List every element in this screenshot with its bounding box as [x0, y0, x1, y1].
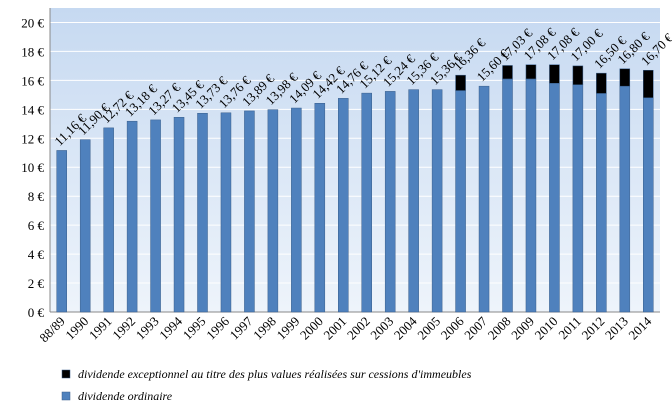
- y-tick-label: 12 €: [21, 131, 44, 146]
- x-tick-label: 1997: [227, 313, 256, 342]
- bar-segment: [596, 72, 607, 94]
- bar-segment: [126, 120, 138, 313]
- bar-segment: [572, 65, 584, 85]
- bar-segment: [384, 91, 396, 313]
- x-tick-label: 1999: [273, 314, 302, 343]
- bar-segment: [549, 64, 560, 84]
- x-tick-label: 2005: [414, 314, 443, 343]
- bar-segment: [220, 112, 232, 313]
- bar-segment: [525, 78, 537, 313]
- x-tick-label: 1992: [109, 314, 138, 343]
- y-tick-label: 8 €: [28, 189, 45, 204]
- bar-segment: [408, 89, 419, 313]
- x-tick-label: 2007: [461, 313, 490, 342]
- bar-segment: [431, 89, 443, 313]
- bar-segment: [150, 119, 161, 313]
- x-tick-label: 2008: [485, 314, 514, 343]
- x-tick-label: 2009: [508, 314, 537, 343]
- x-tick-label: 1990: [62, 314, 91, 343]
- bar-segment: [502, 78, 513, 313]
- y-tick-label: 20 €: [21, 15, 44, 30]
- y-tick-label: 14 €: [21, 102, 44, 117]
- bar-segment: [455, 90, 466, 313]
- bar-segment: [478, 85, 490, 313]
- y-tick-label: 16 €: [21, 73, 44, 88]
- x-tick-label: 2001: [320, 314, 349, 343]
- y-tick-label: 10 €: [21, 160, 44, 175]
- bar-segment: [643, 69, 654, 99]
- x-tick-label: 2002: [344, 314, 373, 343]
- bar-segment: [291, 107, 302, 313]
- bar-segment: [596, 93, 607, 313]
- x-tick-label: 1998: [250, 314, 279, 343]
- bar-segment: [549, 83, 560, 313]
- legend-swatch: [61, 391, 71, 401]
- bar-segment: [619, 85, 631, 313]
- bar-segment: [314, 103, 326, 313]
- bar-segment: [56, 150, 67, 313]
- x-tick-label: 2003: [367, 314, 396, 343]
- bar-segment: [338, 98, 349, 313]
- x-tick-label: 2013: [602, 314, 631, 343]
- x-tick-label: 2011: [555, 314, 584, 343]
- bar-segment: [173, 117, 185, 313]
- y-tick-label: 18 €: [21, 44, 44, 59]
- bar-segment: [502, 65, 513, 80]
- bar-segment: [572, 84, 584, 313]
- x-tick-label: 1995: [180, 314, 209, 343]
- bar-segment: [361, 92, 372, 313]
- y-tick-label: 6 €: [28, 218, 45, 233]
- legend-label: dividende exceptionnel au titre des plus…: [78, 367, 472, 381]
- bar-segment: [455, 74, 466, 91]
- x-tick-label: 2000: [297, 314, 326, 343]
- x-tick-label: 2006: [438, 313, 467, 342]
- x-tick-label: 1991: [86, 314, 115, 343]
- x-tick-label: 2004: [391, 313, 420, 342]
- bar-segment: [79, 139, 91, 313]
- bar-segment: [525, 64, 537, 80]
- x-tick-label: 1994: [156, 313, 185, 342]
- x-tick-label: 1996: [203, 313, 232, 342]
- x-tick-label: 2012: [578, 314, 607, 343]
- bar-segment: [643, 97, 654, 313]
- legend-swatch: [61, 369, 71, 379]
- bar-segment: [619, 68, 631, 87]
- bar-segment: [244, 110, 255, 313]
- x-tick-label: 2014: [625, 313, 654, 342]
- y-tick-label: 2 €: [28, 276, 45, 291]
- bar-segment: [103, 127, 114, 313]
- bar-segment: [197, 112, 208, 313]
- x-tick-label: 2010: [532, 314, 561, 343]
- x-tick-label: 1993: [133, 314, 162, 343]
- bar-segment: [267, 109, 279, 313]
- legend-label: dividende ordinaire: [78, 389, 173, 403]
- y-tick-label: 0 €: [28, 305, 45, 320]
- y-tick-label: 4 €: [28, 247, 45, 262]
